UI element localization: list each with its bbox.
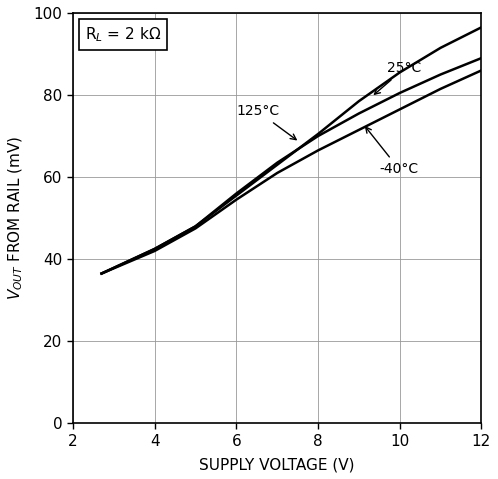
Text: 125°C: 125°C	[237, 104, 296, 140]
X-axis label: SUPPLY VOLTAGE (V): SUPPLY VOLTAGE (V)	[200, 457, 355, 472]
Text: 25°C: 25°C	[374, 61, 422, 94]
Text: R$_L$ = 2 kΩ: R$_L$ = 2 kΩ	[85, 25, 161, 44]
Y-axis label: $\mathit{V}_{OUT}$ FROM RAIL (mV): $\mathit{V}_{OUT}$ FROM RAIL (mV)	[7, 136, 25, 300]
Text: -40°C: -40°C	[366, 127, 418, 176]
